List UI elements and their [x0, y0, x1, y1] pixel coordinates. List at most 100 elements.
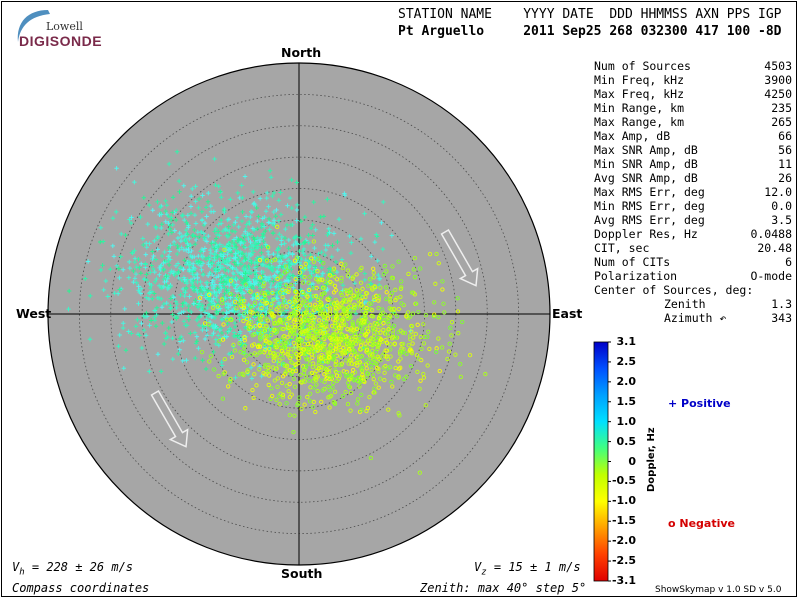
negative-doppler-point	[413, 331, 418, 337]
positive-doppler-point	[271, 279, 276, 284]
positive-doppler-point	[244, 251, 249, 257]
negative-doppler-point	[276, 362, 282, 367]
negative-doppler-point	[411, 267, 417, 272]
negative-doppler-point	[387, 313, 393, 318]
positive-doppler-point	[129, 331, 134, 336]
negative-doppler-point	[384, 296, 389, 302]
negative-doppler-point	[347, 340, 353, 345]
negative-doppler-point	[314, 382, 319, 387]
negative-doppler-point	[199, 349, 205, 355]
positive-doppler-point	[294, 180, 299, 185]
negative-doppler-point	[331, 268, 336, 273]
negative-doppler-point	[277, 358, 282, 363]
negative-doppler-point	[357, 384, 362, 389]
positive-doppler-point	[191, 265, 196, 270]
positive-doppler-point	[168, 243, 173, 248]
negative-doppler-point	[345, 401, 351, 407]
positive-doppler-point	[161, 276, 167, 282]
negative-doppler-point	[423, 312, 429, 318]
negative-doppler-point	[263, 347, 268, 353]
negative-doppler-point	[333, 362, 338, 367]
negative-doppler-point	[320, 331, 326, 336]
negative-doppler-point	[281, 326, 286, 332]
negative-doppler-point	[398, 328, 403, 333]
negative-doppler-point	[249, 304, 254, 309]
positive-doppler-point	[234, 244, 239, 250]
negative-doppler-point	[339, 363, 344, 368]
negative-doppler-point	[381, 321, 386, 326]
positive-doppler-point	[362, 300, 367, 306]
positive-doppler-point	[226, 268, 231, 274]
positive-doppler-point	[121, 366, 126, 371]
negative-doppler-point	[304, 298, 309, 303]
positive-doppler-point	[284, 222, 290, 228]
stat-row: Center of Sources, deg:	[594, 283, 792, 297]
negative-doppler-point	[241, 350, 246, 356]
negative-doppler-point	[287, 299, 292, 304]
negative-doppler-point	[282, 334, 287, 339]
negative-doppler-point	[270, 365, 276, 370]
negative-doppler-point	[252, 372, 257, 377]
positive-doppler-point	[151, 253, 156, 259]
negative-doppler-point	[286, 324, 292, 329]
negative-doppler-point	[273, 338, 278, 344]
negative-doppler-point	[278, 342, 283, 348]
positive-doppler-point	[105, 294, 111, 299]
positive-doppler-point	[177, 230, 182, 236]
negative-doppler-point	[266, 291, 271, 296]
positive-doppler-point	[245, 231, 250, 237]
negative-doppler-point	[221, 322, 226, 327]
positive-doppler-point	[152, 279, 158, 284]
negative-doppler-point	[307, 398, 313, 404]
positive-doppler-point	[313, 256, 319, 261]
positive-doppler-point	[183, 289, 188, 295]
legend-negative: o Negative	[668, 517, 736, 530]
positive-doppler-point	[209, 241, 214, 246]
negative-doppler-point	[228, 317, 233, 322]
stat-row: Num of CITs 6	[594, 255, 792, 269]
positive-doppler-point	[192, 330, 198, 335]
compass-north-label: North	[281, 45, 322, 60]
negative-doppler-point	[338, 354, 344, 360]
positive-doppler-point	[347, 233, 352, 239]
positive-doppler-point	[197, 301, 203, 306]
colorbar-tick-label: 2.0	[616, 374, 637, 388]
positive-doppler-point	[161, 301, 167, 307]
negative-doppler-point	[292, 317, 298, 322]
positive-doppler-point	[226, 224, 231, 229]
negative-doppler-point	[325, 327, 330, 332]
positive-doppler-point	[232, 320, 238, 326]
negative-doppler-point	[371, 337, 376, 342]
positive-doppler-point	[220, 257, 225, 262]
negative-doppler-point	[412, 255, 418, 261]
positive-doppler-point	[252, 237, 257, 242]
positive-doppler-point	[166, 245, 172, 251]
positive-doppler-point	[170, 335, 175, 341]
negative-doppler-point	[317, 311, 323, 317]
positive-doppler-point	[168, 284, 173, 289]
negative-doppler-point	[392, 311, 397, 316]
positive-doppler-point	[216, 273, 221, 279]
positive-doppler-point	[211, 349, 216, 355]
positive-doppler-point	[213, 182, 218, 188]
positive-doppler-point	[122, 306, 127, 312]
negative-doppler-point	[263, 372, 268, 377]
stat-value: 12.0	[764, 185, 792, 199]
positive-doppler-point	[181, 275, 187, 280]
negative-doppler-point	[376, 356, 381, 361]
positive-doppler-point	[186, 259, 191, 264]
positive-doppler-point	[229, 351, 234, 356]
negative-doppler-point	[301, 370, 307, 376]
negative-doppler-point	[425, 334, 430, 339]
positive-doppler-point	[163, 260, 168, 265]
negative-doppler-point	[291, 376, 297, 382]
negative-doppler-point	[374, 293, 379, 298]
negative-doppler-point	[298, 380, 303, 385]
positive-doppler-point	[219, 275, 224, 281]
positive-doppler-point	[141, 195, 146, 200]
positive-doppler-point	[188, 277, 194, 283]
negative-doppler-point	[363, 310, 369, 315]
negative-doppler-point	[297, 395, 302, 400]
negative-doppler-point	[241, 303, 247, 308]
positive-doppler-point	[274, 207, 279, 213]
